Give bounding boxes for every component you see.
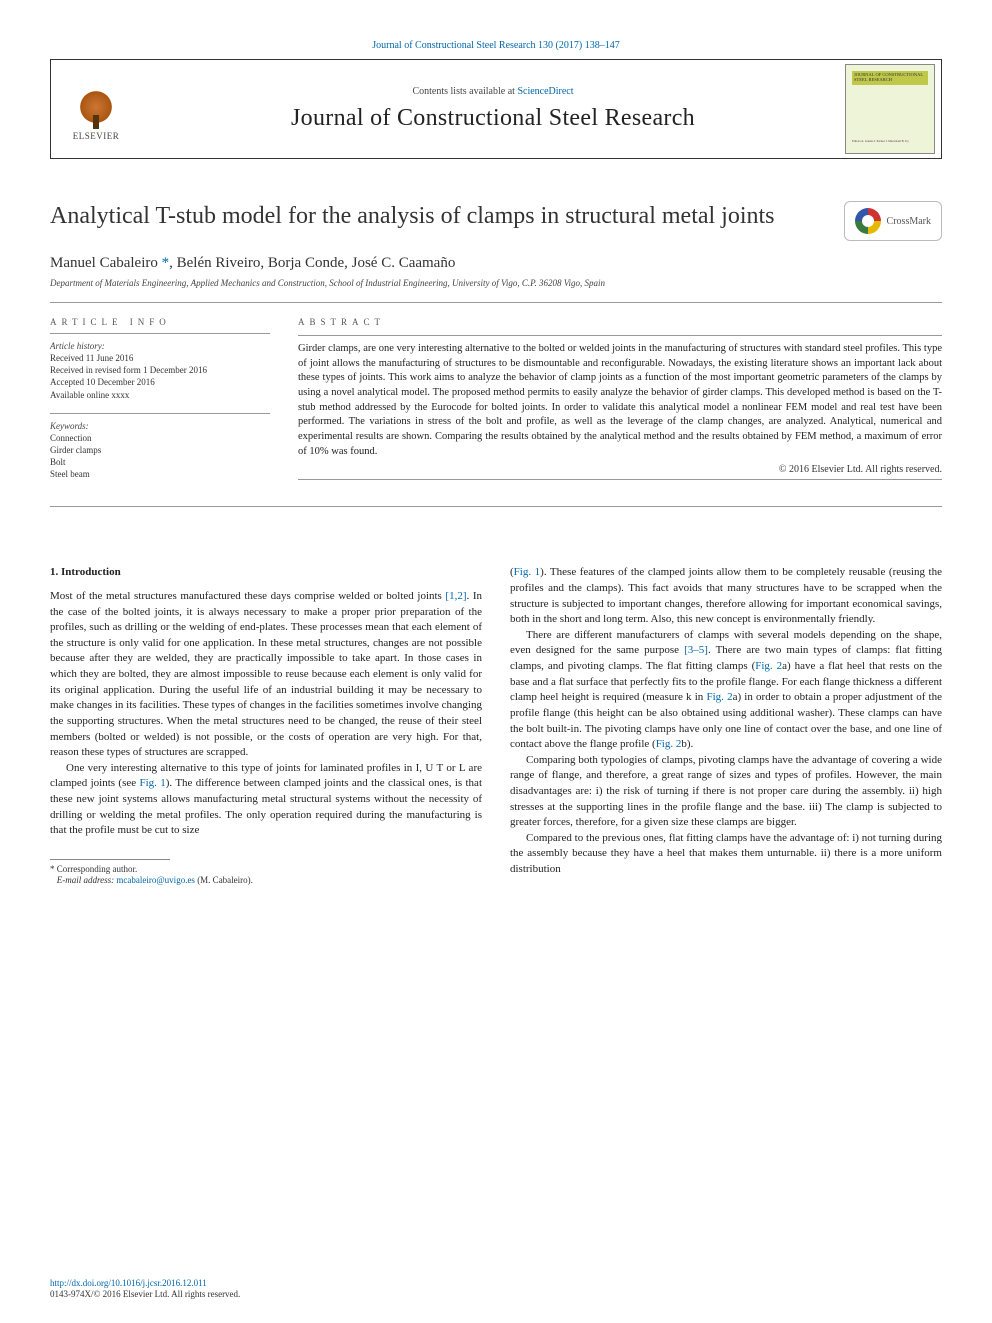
info-rule-2 [50,413,270,414]
body-column-left: 1. Introduction Most of the metal struct… [50,565,482,887]
keywords-label: Keywords: [50,420,270,432]
history-item: Available online xxxx [50,389,270,401]
email-link[interactable]: mcabaleiro@uvigo.es [116,875,195,885]
figure-link[interactable]: Fig. 2 [755,660,782,672]
body-columns: 1. Introduction Most of the metal struct… [50,565,942,887]
email-who: (M. Cabaleiro). [195,875,253,885]
rule-top [50,302,942,303]
footnote-rule [50,859,170,860]
keywords-block: Keywords: Connection Girder clamps Bolt … [50,420,270,481]
text-run: ). These features of the clamped joints … [510,566,942,625]
figure-link[interactable]: Fig. 2 [656,738,682,750]
paragraph: (Fig. 1). These features of the clamped … [510,565,942,627]
history-item: Accepted 10 December 2016 [50,376,270,388]
paragraph: One very interesting alternative to this… [50,761,482,839]
text-run: . In the case of the bolted joints, it i… [50,590,482,758]
section-heading-1: 1. Introduction [50,565,482,581]
footnote-corresponding: * Corresponding author. [50,864,482,876]
article-title: Analytical T-stub model for the analysis… [50,201,775,231]
affiliation: Department of Materials Engineering, App… [50,278,942,288]
article-history: Article history: Received 11 June 2016 R… [50,340,270,401]
article-header: Analytical T-stub model for the analysis… [50,201,942,241]
paragraph: Compared to the previous ones, flat fitt… [510,831,942,878]
sciencedirect-link[interactable]: ScienceDirect [517,86,573,97]
author-names: Manuel Cabaleiro *, Belén Riveiro, Borja… [50,255,455,271]
contents-text: Contents lists available at [412,86,517,97]
text-run: b). [681,738,693,750]
crossmark-label: CrossMark [887,216,931,227]
contents-available-line: Contents lists available at ScienceDirec… [141,86,845,97]
publisher-block: ELSEVIER [51,77,141,141]
article-history-label: Article history: [50,340,270,352]
figure-link[interactable]: Fig. 1 [514,566,540,578]
publisher-name: ELSEVIER [73,131,120,141]
abstract-heading: abstract [298,317,942,327]
cover-editors: Editors A. Gantes J. Packer J. Mazzolani… [852,140,909,143]
page-footer: http://dx.doi.org/10.1016/j.jcsr.2016.12… [50,1278,240,1301]
journal-reference-link[interactable]: Journal of Constructional Steel Research… [372,40,619,51]
paragraph: Most of the metal structures manufacture… [50,589,482,761]
keyword: Girder clamps [50,444,270,456]
citation-link[interactable]: [3–5] [684,644,708,656]
journal-reference: Journal of Constructional Steel Research… [50,40,942,51]
body-column-right: (Fig. 1). These features of the clamped … [510,565,942,887]
footnote-email: E-mail address: mcabaleiro@uvigo.es (M. … [50,875,482,887]
authors-line: Manuel Cabaleiro *, Belén Riveiro, Borja… [50,255,942,272]
journal-cover-thumbnail: JOURNAL OF CONSTRUCTIONAL STEEL RESEARCH… [845,64,935,154]
info-abstract-row: article info Article history: Received 1… [50,317,942,492]
figure-link[interactable]: Fig. 2 [706,691,732,703]
crossmark-badge[interactable]: CrossMark [844,201,942,241]
article-info-heading: article info [50,317,270,327]
citation-link[interactable]: [1,2] [445,590,466,602]
figure-link[interactable]: Fig. 1 [139,777,165,789]
history-item: Received in revised form 1 December 2016 [50,364,270,376]
keyword: Steel beam [50,468,270,480]
elsevier-tree-icon [71,77,121,127]
rule-mid [50,506,942,507]
keyword: Bolt [50,456,270,468]
info-rule-1 [50,333,270,334]
journal-title: Journal of Constructional Steel Research [141,105,845,132]
issn-copyright: 0143-974X/© 2016 Elsevier Ltd. All right… [50,1289,240,1299]
article-info-column: article info Article history: Received 1… [50,317,270,492]
crossmark-icon [855,208,881,234]
email-label: E-mail address: [57,875,114,885]
abstract-copyright: © 2016 Elsevier Ltd. All rights reserved… [298,464,942,475]
abstract-text: Girder clamps, are one very interesting … [298,342,942,460]
doi-link[interactable]: http://dx.doi.org/10.1016/j.jcsr.2016.12… [50,1278,207,1288]
abstract-bottom-rule [298,479,942,480]
keyword: Connection [50,432,270,444]
text-run: Most of the metal structures manufacture… [50,590,445,602]
paragraph: Comparing both typologies of clamps, piv… [510,753,942,831]
abstract-rule [298,335,942,336]
banner-center: Contents lists available at ScienceDirec… [141,86,845,132]
abstract-column: abstract Girder clamps, are one very int… [298,317,942,492]
history-item: Received 11 June 2016 [50,352,270,364]
paragraph: There are different manufacturers of cla… [510,628,942,753]
corresponding-author-link[interactable]: * [162,255,170,271]
journal-banner: ELSEVIER Contents lists available at Sci… [50,59,942,159]
cover-title: JOURNAL OF CONSTRUCTIONAL STEEL RESEARCH [852,71,928,85]
